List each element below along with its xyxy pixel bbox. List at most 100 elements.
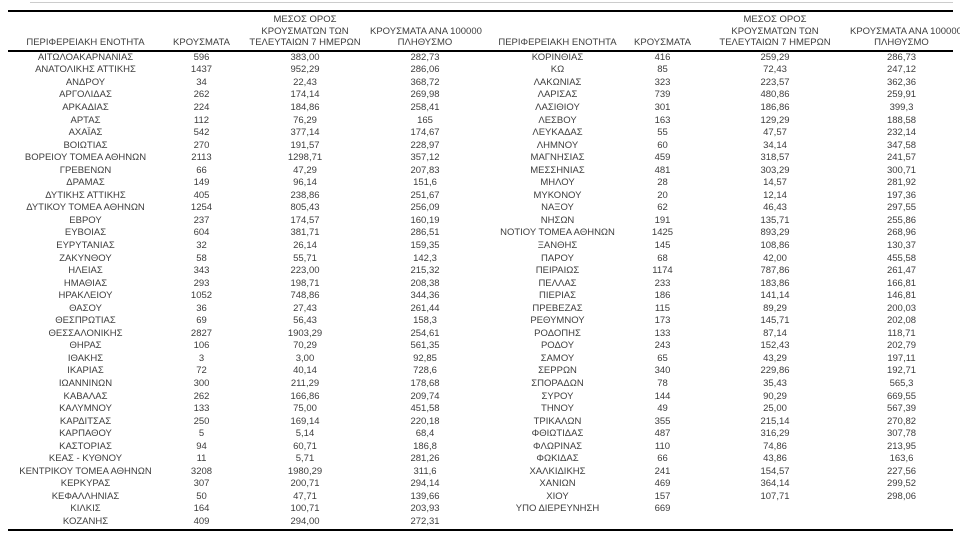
table-row: ΚΑΒΑΛΑΣ 262 166,86 209,74 ΣΥΡΟΥ 144 90,29 669,5… <box>8 391 953 404</box>
region-cell-left: ΘΗΡΑΣ <box>69 340 102 352</box>
per100k-cell-left: 269,98 <box>410 89 440 101</box>
region-cell-left: ΚΑΡΠΑΘΟΥ <box>59 428 112 440</box>
per100k-cell-right: 300,71 <box>886 164 917 176</box>
table-row: ΗΡΑΚΛΕΙΟΥ 1052 748,86 344,36 ΠΙΕΡΙΑΣ 186 141,1… <box>8 290 953 303</box>
per100k-cell-right: 567,39 <box>886 403 917 415</box>
per100k-cell-left: 208,38 <box>410 277 440 289</box>
avg7-cell-right: 364,14 <box>760 478 790 490</box>
panel-gap-cell <box>480 152 490 165</box>
panel-gap-cell <box>480 428 490 441</box>
top-edge-line <box>30 2 953 3</box>
cases-cell-left: 149 <box>193 177 210 189</box>
avg7-cell-left: 60,71 <box>293 440 317 452</box>
table-row: ΘΑΣΟΥ 36 27,43 261,44 ΠΡΕΒΕΖΑΣ 115 89,29 200,03 <box>8 303 953 316</box>
region-cell-left: ΑΡΤΑΣ <box>70 114 101 126</box>
col-header-avg7-right: ΜΕΣΟΣ ΟΡΟΣ ΚΡΟΥΣΜΑΤΩΝ ΤΩΝ ΤΕΛΕΥΤΑΙΩΝ 7 Η… <box>700 11 850 51</box>
per100k-cell-right: 399,3 <box>889 101 914 113</box>
per100k-cell-left: 165 <box>417 114 433 126</box>
region-cell-right: ΦΩΚΙΔΑΣ <box>536 453 579 465</box>
per100k-cell-right: 130,37 <box>886 239 917 251</box>
avg7-cell-left: 47,71 <box>293 490 317 502</box>
region-cell-left: ΙΩΑΝΝΙΝΩΝ <box>58 378 113 389</box>
per100k-cell-left: 139,66 <box>410 490 440 502</box>
region-cell-right: ΜΑΓΝΗΣΙΑΣ <box>530 152 585 164</box>
region-cell-left: ΚΙΛΚΙΣ <box>70 503 101 515</box>
col-header-region-left: ΠΕΡΙΦΕΡΕΙΑΚΗ ΕΝΟΤΗΤΑ <box>8 11 163 51</box>
per100k-cell-left: 357,12 <box>410 152 440 164</box>
avg7-cell-left: 952,29 <box>290 64 320 76</box>
avg7-cell-left: 174,14 <box>290 89 320 101</box>
table-row: ΔΡΑΜΑΣ 149 96,14 151,6 ΜΗΛΟΥ 28 14,57 281,92 <box>8 177 953 190</box>
region-cell-right: ΠΕΛΛΑΣ <box>538 277 577 289</box>
region-cell-right: ΜΕΣΣΗΝΙΑΣ <box>530 164 585 176</box>
cases-cell-right: 301 <box>654 101 671 113</box>
col-header-per100k-left: ΚΡΟΥΣΜΑΤΑ ΑΝΑ 100000 ΠΛΗΘΥΣΜΟ <box>370 11 482 51</box>
avg7-cell-right: 303,29 <box>760 164 790 176</box>
per100k-cell-left: 272,31 <box>410 516 440 528</box>
region-cell-left: ΒΟΡΕΙΟΥ ΤΟΜΕΑ ΑΘΗΝΩΝ <box>24 152 147 164</box>
cases-cell-right: 68 <box>657 252 668 264</box>
cases-cell-right: 66 <box>657 453 668 465</box>
per100k-cell-right: 362,36 <box>886 76 917 88</box>
cases-cell-right: 487 <box>654 428 671 440</box>
panel-gap-cell <box>480 478 490 491</box>
table-row: ΚΑΡΔΙΤΣΑΣ 250 169,14 220,18 ΤΡΙΚΑΛΩΝ 355 215,1… <box>8 416 953 429</box>
per100k-cell-right: 241,57 <box>886 152 917 164</box>
cases-cell-right: 60 <box>657 139 668 151</box>
avg7-cell-right: 43,86 <box>763 453 787 465</box>
cases-cell-right: 62 <box>657 202 668 214</box>
per100k-cell-left: 159,35 <box>410 239 440 251</box>
cases-cell-right: 157 <box>654 490 671 502</box>
table-row: ΚΕΡΚΥΡΑΣ 307 200,71 294,14 ΧΑΝΙΩΝ 469 364,14 29… <box>8 478 953 491</box>
cases-cell-left: 133 <box>193 403 210 415</box>
per100k-cell-left: 158,3 <box>413 315 437 327</box>
cases-cell-left: 11 <box>196 453 207 465</box>
region-cell-right: ΝΟΤΙΟΥ ΤΟΜΕΑ ΑΘΗΝΩΝ <box>500 227 615 239</box>
cases-cell-right: 416 <box>654 51 671 63</box>
region-cell-left: ΑΡΓΟΛΙΔΑΣ <box>59 89 112 101</box>
avg7-cell-left: 294,00 <box>290 516 320 528</box>
panel-gap-cell <box>480 51 490 65</box>
avg7-cell-right: 215,14 <box>760 415 790 427</box>
per100k-cell-right: 146,81 <box>886 290 917 302</box>
region-cell-right: ΛΕΣΒΟΥ <box>538 114 577 126</box>
cases-cell-right: 243 <box>654 340 671 352</box>
per100k-header-line-2: ΠΛΗΘΥΣΜΟ <box>874 37 929 49</box>
avg7-cell-left: 27,43 <box>293 302 317 314</box>
cases-cell-right: 78 <box>657 378 668 389</box>
avg7-cell-left: 40,14 <box>293 365 317 377</box>
region-cell-left: ΘΕΣΣΑΛΟΝΙΚΗΣ <box>48 327 123 339</box>
cases-cell-right: 323 <box>654 76 671 88</box>
region-cell-left: ΙΘΑΚΗΣ <box>67 352 104 364</box>
per100k-cell-right <box>850 516 953 530</box>
avg7-cell-right: 129,29 <box>760 114 790 126</box>
avg7-cell-left: 100,71 <box>290 503 320 515</box>
cases-cell-left: 262 <box>193 390 210 402</box>
per100k-cell-right: 281,92 <box>886 177 917 189</box>
cases-cell-left: 2113 <box>191 152 212 164</box>
table-row: ΕΥΡΥΤΑΝΙΑΣ 32 26,14 159,35 ΞΑΝΘΗΣ 145 108,86 13… <box>8 240 953 253</box>
region-cell-right: ΡΟΔΟΠΗΣ <box>534 327 581 339</box>
per100k-cell-left: 160,19 <box>410 214 440 226</box>
avg7-cell-right: 318,57 <box>760 152 790 164</box>
avg7-cell-left: 174,57 <box>290 214 320 226</box>
avg7-cell-left: 223,00 <box>290 265 320 277</box>
region-cell-right: ΠΑΡΟΥ <box>541 252 574 264</box>
region-cell-right: ΥΠΟ ΔΙΕΡΕΥΝΗΣΗ <box>515 503 600 515</box>
table-row: ΑΝΔΡΟΥ 34 22,43 368,72 ΛΑΚΩΝΙΑΣ 323 223,57 362,… <box>8 77 953 90</box>
avg7-cell-right: 46,43 <box>763 202 787 214</box>
per100k-cell-left: 561,35 <box>410 340 440 352</box>
panel-gap-cell <box>480 466 490 479</box>
cases-cell-left: 307 <box>193 478 210 490</box>
cases-cell-left: 596 <box>193 51 210 63</box>
region-cell-right: ΣΑΜΟΥ <box>540 352 575 364</box>
per100k-cell-right: 297,55 <box>886 202 917 214</box>
cases-cell-left: 409 <box>193 516 210 528</box>
panel-gap-cell <box>480 278 490 291</box>
avg7-cell-right: 135,71 <box>760 214 790 226</box>
cases-cell-left: 3208 <box>190 465 213 477</box>
region-cell-right: ΝΗΣΩΝ <box>540 214 575 226</box>
avg7-header-line-2: ΚΡΟΥΣΜΑΤΩΝ ΤΩΝ <box>731 25 819 37</box>
header-row: ΠΕΡΙΦΕΡΕΙΑΚΗ ΕΝΟΤΗΤΑ ΚΡΟΥΣΜΑΤΑ ΜΕΣΟΣ ΟΡΟ… <box>8 11 960 51</box>
per100k-cell-right: 565,3 <box>889 378 914 389</box>
